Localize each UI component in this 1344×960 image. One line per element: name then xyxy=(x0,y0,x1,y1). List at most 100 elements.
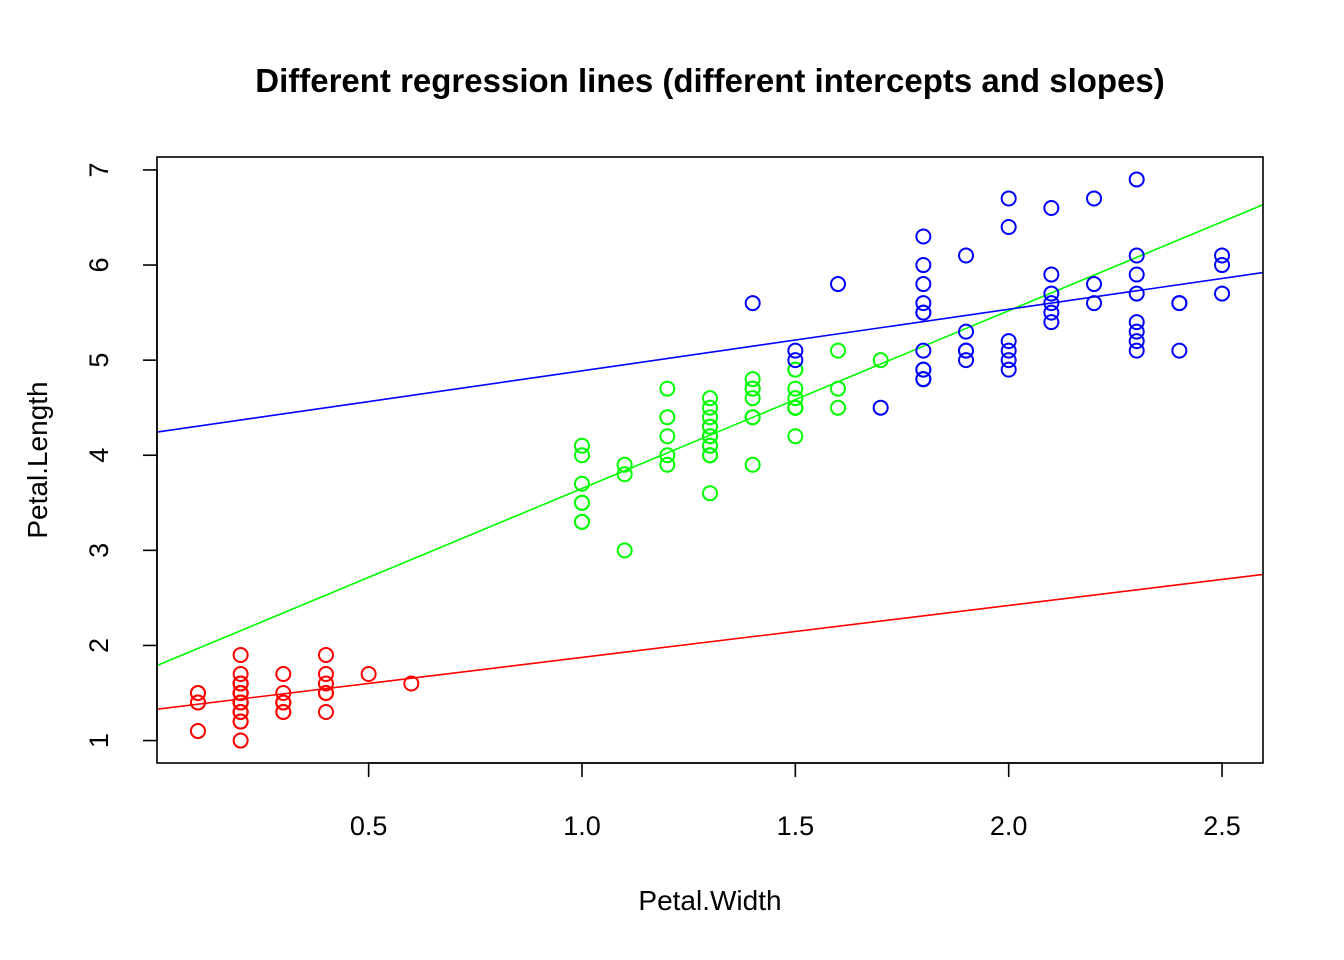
plot-area xyxy=(157,171,1263,749)
data-point xyxy=(872,399,889,416)
data-point xyxy=(232,646,249,663)
data-point xyxy=(958,342,975,359)
regression-line-1 xyxy=(157,573,1263,710)
data-point xyxy=(317,665,334,682)
data-point xyxy=(1086,295,1103,312)
data-point xyxy=(317,685,334,702)
data-point xyxy=(830,342,847,359)
data-point xyxy=(1171,295,1188,312)
data-point xyxy=(189,685,206,702)
data-point xyxy=(787,399,804,416)
data-point xyxy=(317,675,334,692)
data-point xyxy=(744,456,761,473)
data-point xyxy=(1043,199,1060,216)
x-tick-label: 2.5 xyxy=(1203,811,1241,841)
x-tick-label: 0.5 xyxy=(350,811,388,841)
y-tick-label: 3 xyxy=(84,543,114,558)
data-point xyxy=(317,646,334,663)
axes: 0.5 1.0 1.5 2.0 2.5 1 2 3 4 5 6 7 xyxy=(84,156,1264,841)
data-point xyxy=(189,694,206,711)
plot-frame xyxy=(156,156,1264,764)
data-point xyxy=(915,304,932,321)
data-point xyxy=(1000,352,1017,369)
data-point xyxy=(1128,333,1145,350)
data-point xyxy=(1000,333,1017,350)
regression-line-2 xyxy=(157,204,1263,667)
data-point xyxy=(787,352,804,369)
series-2-points xyxy=(573,342,932,559)
data-point xyxy=(189,723,206,740)
y-axis-label: Petal.Length xyxy=(22,381,53,538)
data-point xyxy=(830,380,847,397)
data-point xyxy=(232,694,249,711)
x-tick-label: 1.5 xyxy=(777,811,815,841)
data-point xyxy=(830,399,847,416)
data-point xyxy=(1128,171,1145,188)
data-point xyxy=(872,352,889,369)
data-point xyxy=(275,685,292,702)
data-point xyxy=(573,475,590,492)
data-point xyxy=(1214,257,1231,274)
data-point xyxy=(573,494,590,511)
y-tick-label: 2 xyxy=(84,638,114,653)
data-point xyxy=(744,380,761,397)
data-point xyxy=(787,342,804,359)
data-point xyxy=(915,276,932,293)
data-point xyxy=(232,685,249,702)
data-point xyxy=(830,276,847,293)
data-point xyxy=(915,361,932,378)
x-axis-label: Petal.Width xyxy=(638,885,781,916)
data-point xyxy=(915,295,932,312)
data-point xyxy=(1128,247,1145,264)
data-point xyxy=(958,323,975,340)
data-point xyxy=(1043,314,1060,331)
data-point xyxy=(360,665,377,682)
data-point xyxy=(702,418,718,435)
data-point xyxy=(1214,285,1231,302)
data-point xyxy=(275,704,292,721)
data-point xyxy=(1000,361,1017,378)
data-point xyxy=(616,542,633,559)
data-point xyxy=(744,409,761,426)
data-point xyxy=(232,713,249,730)
data-point xyxy=(744,295,761,312)
data-point xyxy=(787,428,804,445)
chart-title: Different regression lines (different in… xyxy=(255,62,1165,99)
data-point xyxy=(573,447,590,464)
data-point xyxy=(744,390,761,407)
data-point xyxy=(1128,314,1145,331)
y-tick-label: 5 xyxy=(84,353,114,368)
data-point xyxy=(958,352,975,369)
data-point xyxy=(1043,304,1060,321)
x-tick-label: 1.0 xyxy=(563,811,601,841)
data-point xyxy=(232,732,249,749)
data-point xyxy=(659,447,676,464)
y-tick-label: 1 xyxy=(84,733,114,748)
y-tick-label: 7 xyxy=(84,162,114,177)
data-point xyxy=(1000,190,1017,207)
data-point xyxy=(787,361,804,378)
data-point xyxy=(1128,342,1145,359)
data-point xyxy=(915,257,932,274)
data-point xyxy=(702,399,718,416)
data-point xyxy=(787,390,804,407)
data-point xyxy=(232,704,249,721)
data-point xyxy=(1086,276,1103,293)
series-1-points xyxy=(189,646,420,749)
data-point xyxy=(958,247,975,264)
data-point xyxy=(1128,266,1145,283)
data-point xyxy=(317,704,334,721)
data-point xyxy=(616,466,633,483)
data-point xyxy=(915,228,932,245)
data-point xyxy=(787,380,804,397)
data-point xyxy=(1086,190,1103,207)
data-point xyxy=(1128,285,1145,302)
data-point xyxy=(1214,247,1231,264)
data-point xyxy=(744,371,761,388)
data-point xyxy=(1171,342,1188,359)
data-point xyxy=(659,456,676,473)
data-point xyxy=(702,485,718,502)
data-point xyxy=(659,428,676,445)
data-point xyxy=(702,447,718,464)
data-point xyxy=(1043,285,1060,302)
